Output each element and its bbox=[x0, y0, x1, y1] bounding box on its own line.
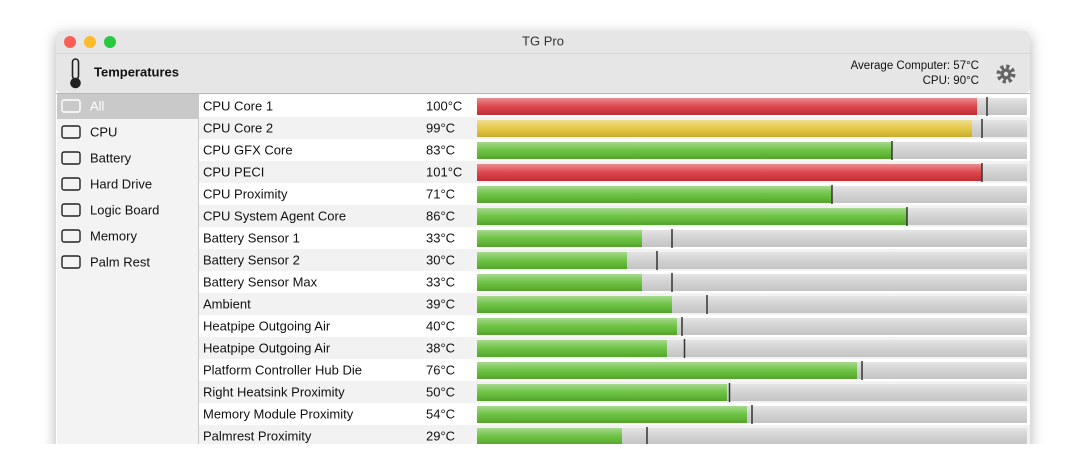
sensor-temp: 40°C bbox=[426, 318, 455, 333]
sensor-name: CPU Core 1 bbox=[203, 98, 273, 113]
sidebar-icon bbox=[61, 151, 81, 165]
sensor-temp: 71°C bbox=[426, 186, 455, 201]
sensor-temp: 50°C bbox=[426, 384, 455, 399]
sidebar-item[interactable]: Hard Drive bbox=[90, 176, 152, 191]
sensor-temp: 83°C bbox=[426, 142, 455, 157]
bar-gloss bbox=[477, 208, 907, 225]
sensor-name: CPU Core 2 bbox=[203, 120, 273, 135]
sensor-temp: 86°C bbox=[426, 208, 455, 223]
sidebar-item[interactable]: CPU bbox=[90, 124, 117, 139]
sidebar-item[interactable]: Palm Rest bbox=[90, 254, 150, 269]
bar-gloss bbox=[477, 428, 622, 445]
sensor-temp: 39°C bbox=[426, 296, 455, 311]
sidebar-icon bbox=[61, 203, 81, 217]
close-button[interactable] bbox=[64, 36, 76, 48]
bar-gloss bbox=[477, 186, 832, 203]
bar-gloss bbox=[477, 252, 627, 269]
sensor-name: Heatpipe Outgoing Air bbox=[203, 318, 331, 333]
sensor-name: Battery Sensor 1 bbox=[203, 230, 300, 245]
bar-gloss bbox=[477, 164, 982, 181]
sensor-temp: 33°C bbox=[426, 274, 455, 289]
sensor-temp: 38°C bbox=[426, 340, 455, 355]
sensor-name: CPU Proximity bbox=[203, 186, 288, 201]
sensor-name: Palmrest Proximity bbox=[203, 428, 312, 443]
sidebar-icon bbox=[61, 177, 81, 191]
bar-gloss bbox=[477, 384, 727, 401]
sensor-name: CPU PECI bbox=[203, 164, 264, 179]
average-temp: Average Computer: 57°C bbox=[851, 60, 979, 72]
sensor-temp: 99°C bbox=[426, 120, 455, 135]
zoom-button[interactable] bbox=[104, 36, 116, 48]
sidebar-item[interactable]: All bbox=[90, 98, 105, 113]
sidebar-item[interactable]: Memory bbox=[90, 228, 137, 243]
sidebar-icon bbox=[61, 125, 81, 139]
sidebar-list: All CPU Battery Hard Drive Logic Board Memory… bbox=[57, 94, 198, 269]
settings-button[interactable] bbox=[996, 64, 1016, 84]
sensor-temp: 54°C bbox=[426, 406, 455, 421]
sensor-temp: 76°C bbox=[426, 362, 455, 377]
bar-gloss bbox=[477, 406, 747, 423]
bar-gloss bbox=[477, 362, 857, 379]
sensor-name: CPU GFX Core bbox=[203, 142, 293, 157]
sensor-temp: 29°C bbox=[426, 428, 455, 443]
sensor-name: Platform Controller Hub Die bbox=[203, 362, 362, 377]
sensor-temp: 100°C bbox=[426, 98, 462, 113]
sidebar-icon bbox=[61, 99, 81, 113]
toolbar-title: Temperatures bbox=[94, 64, 179, 79]
sidebar bbox=[57, 94, 198, 444]
sidebar-item[interactable]: Logic Board bbox=[90, 202, 159, 217]
sensor-temp: 33°C bbox=[426, 230, 455, 245]
bar-gloss bbox=[477, 318, 677, 335]
sensor-name: Battery Sensor 2 bbox=[203, 252, 300, 267]
sensor-name: Heatpipe Outgoing Air bbox=[203, 340, 331, 355]
selected-highlight bbox=[57, 94, 198, 119]
cpu-temp: CPU: 90°C bbox=[923, 75, 979, 87]
sensor-name: Right Heatsink Proximity bbox=[203, 384, 345, 399]
sensor-name: Memory Module Proximity bbox=[203, 406, 354, 421]
bar-gloss bbox=[477, 296, 672, 313]
bar-gloss bbox=[477, 142, 892, 159]
bar-gloss bbox=[477, 340, 667, 357]
sidebar-icon bbox=[61, 255, 81, 269]
sidebar-icon bbox=[61, 229, 81, 243]
sensor-temp: 101°C bbox=[426, 164, 462, 179]
sensor-name: Ambient bbox=[203, 296, 251, 311]
minimize-button[interactable] bbox=[84, 36, 96, 48]
sensor-temp: 30°C bbox=[426, 252, 455, 267]
sensor-table: CPU Core 1 100°C CPU Core 2 99°C CPU GFX Cor… bbox=[199, 95, 1030, 447]
sensor-name: Battery Sensor Max bbox=[203, 274, 318, 289]
bar-gloss bbox=[477, 230, 642, 247]
sensor-name: CPU System Agent Core bbox=[203, 208, 346, 223]
titlebar bbox=[56, 31, 1030, 93]
bar-gloss bbox=[477, 274, 642, 291]
window-title: TG Pro bbox=[522, 33, 564, 48]
bar-gloss bbox=[477, 98, 977, 115]
sidebar-item[interactable]: Battery bbox=[90, 150, 132, 165]
thermometer-icon bbox=[70, 58, 81, 89]
bar-gloss bbox=[477, 120, 972, 137]
